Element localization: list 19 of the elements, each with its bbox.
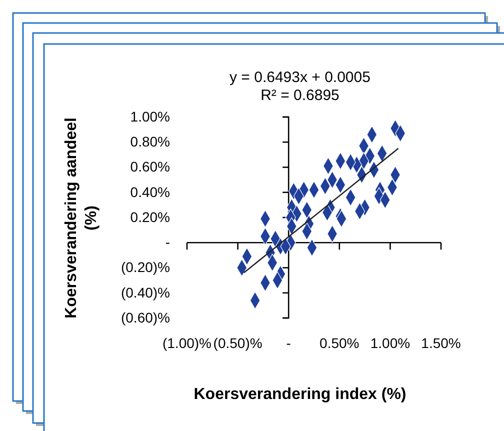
y-tick-label: 0.40%: [130, 184, 170, 200]
x-tick-label: 1.00%: [370, 334, 410, 351]
y-tick-label: 1.00%: [130, 108, 170, 124]
y-tick-label: -: [165, 234, 170, 250]
y-axis-title: Koersverandering aandeel (%): [63, 118, 100, 318]
y-tick-label: (0.40)%: [120, 284, 170, 300]
x-tick-label: (0.50)%: [213, 334, 262, 351]
x-tick-label: 1.50%: [421, 334, 461, 351]
y-tick-label: 0.60%: [130, 158, 170, 175]
text: R² = 0.6895: [260, 87, 340, 104]
y-tick-label: 0.20%: [130, 208, 170, 225]
x-axis-title: Koersverandering index (%): [194, 386, 406, 403]
x-tick-label: (1.00)%: [162, 334, 212, 351]
x-tick-label: -: [286, 334, 292, 351]
x-tick-label: 0.50%: [320, 334, 360, 351]
y-tick-label: (0.20)%: [120, 259, 170, 276]
text: y = 0.6493x + 0.0005: [230, 69, 370, 86]
y-tick-label: 0.80%: [130, 134, 170, 150]
y-tick-label: (0.60)%: [120, 309, 170, 326]
